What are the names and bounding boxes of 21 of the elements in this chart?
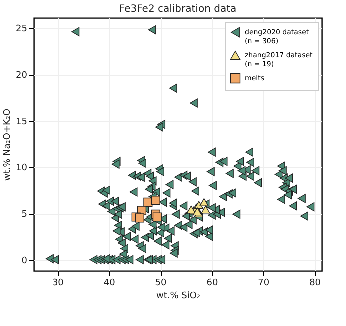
point bbox=[201, 206, 210, 214]
y-tick-label: 15 bbox=[16, 117, 28, 128]
x-tick-label: 50 bbox=[155, 278, 168, 288]
x-tick-label: 30 bbox=[52, 278, 64, 288]
point bbox=[152, 212, 162, 222]
x-axis-title: wt.% SiO₂ bbox=[156, 292, 201, 302]
x-tick-label: 80 bbox=[310, 278, 322, 288]
point bbox=[186, 206, 196, 214]
y-tick-label: 10 bbox=[16, 164, 28, 174]
x-tick-label: 40 bbox=[104, 278, 116, 288]
point bbox=[200, 198, 209, 206]
point bbox=[135, 214, 144, 223]
point bbox=[151, 196, 160, 206]
chart-title: Fe3Fe2 calibration data bbox=[119, 4, 237, 15]
y-tick-label: 5 bbox=[22, 210, 28, 220]
x-tick-label: 60 bbox=[206, 278, 218, 288]
y-tick-label: 25 bbox=[16, 24, 28, 35]
x-tick-label: 70 bbox=[258, 278, 270, 288]
y-tick-label: 20 bbox=[16, 71, 28, 82]
y-tick-label: 0 bbox=[22, 256, 28, 266]
y-axis-title: wt.% Na₂O+K₂O bbox=[3, 108, 14, 182]
